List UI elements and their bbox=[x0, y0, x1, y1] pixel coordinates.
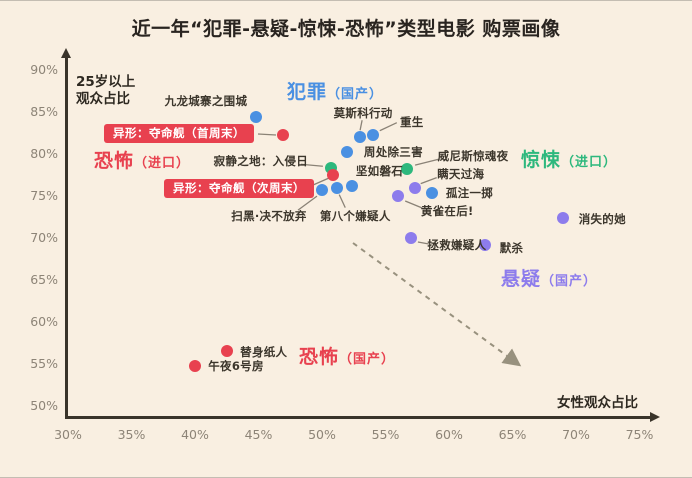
point-label: 孤注一掷 bbox=[445, 185, 494, 200]
x-axis-tick-label: 70% bbox=[562, 427, 590, 442]
point-label: 周处除三害 bbox=[363, 145, 423, 160]
scatter-dot bbox=[276, 128, 289, 141]
chart-title: 近一年“犯罪-悬疑-惊悚-恐怖”类型电影 购票画像 bbox=[131, 18, 561, 40]
scatter-dot bbox=[346, 179, 359, 192]
y-axis-title-line1: 25岁以上 bbox=[76, 74, 136, 90]
x-axis-tick-label: 75% bbox=[625, 427, 654, 442]
genre-label-horror-imported: 恐怖（进口） bbox=[94, 146, 190, 173]
point-label: 消失的她 bbox=[578, 211, 626, 226]
y-axis-tick-label: 85% bbox=[30, 104, 58, 119]
scatter-dot bbox=[426, 186, 439, 199]
scatter-dot bbox=[366, 128, 379, 141]
genre-label-thriller-imported: 惊悚（进口） bbox=[521, 145, 617, 172]
x-axis-tick-label: 65% bbox=[498, 427, 527, 442]
point-label: 坚如磐石 bbox=[355, 163, 404, 178]
x-axis-tick-label: 45% bbox=[244, 427, 273, 442]
genre-name: 悬疑 bbox=[501, 268, 542, 290]
point-label: 第八个嫌疑人 bbox=[319, 208, 391, 223]
x-axis-tick-label: 40% bbox=[181, 427, 209, 442]
x-axis-title: 女性观众占比 bbox=[557, 395, 638, 411]
genre-label-suspense-domestic: 悬疑（国产） bbox=[501, 264, 597, 291]
genre-origin: （国产） bbox=[541, 274, 598, 289]
scatter-dot bbox=[401, 163, 414, 176]
y-axis-tick-label: 75% bbox=[30, 188, 58, 203]
scatter-dot bbox=[316, 184, 328, 197]
y-axis-title: 25岁以上 观众占比 bbox=[76, 74, 135, 108]
leader-line bbox=[300, 163, 323, 167]
x-axis-tick-label: 50% bbox=[308, 427, 336, 442]
point-label: 莫斯科行动 bbox=[333, 106, 393, 121]
leader-line bbox=[420, 176, 437, 185]
genre-name: 犯罪 bbox=[287, 81, 328, 103]
point-label: 瞒天过海 bbox=[437, 166, 485, 181]
y-axis-tick-label: 55% bbox=[30, 356, 58, 371]
genre-origin: （进口） bbox=[561, 155, 618, 170]
y-axis-tick-label: 70% bbox=[30, 230, 58, 245]
leader-line bbox=[404, 200, 423, 209]
leader-line bbox=[414, 158, 440, 166]
annotation-badge: 异形：夺命舰（次周末） bbox=[164, 179, 314, 198]
point-label: 扫黑·决不放弃 bbox=[231, 209, 307, 224]
genre-label-crime-domestic: 犯罪（国产） bbox=[287, 77, 383, 104]
badge-leader-line bbox=[257, 133, 277, 136]
dashed-trend-arrow bbox=[352, 242, 522, 367]
scatter-dot bbox=[331, 181, 344, 194]
point-label: 重生 bbox=[399, 114, 424, 129]
genre-name: 惊悚 bbox=[521, 149, 562, 171]
point-label: 替身纸人 bbox=[240, 345, 288, 360]
y-axis-tick-label: 60% bbox=[30, 314, 58, 329]
point-label: 九龙城寨之围城 bbox=[164, 94, 248, 109]
x-axis-line bbox=[65, 416, 651, 419]
genre-name: 恐怖 bbox=[299, 346, 340, 368]
y-axis-tick-label: 65% bbox=[30, 272, 58, 287]
y-axis-line bbox=[65, 57, 68, 418]
leader-line bbox=[379, 122, 398, 132]
scatter-dot bbox=[341, 146, 354, 159]
point-label: 威尼斯惊魂夜 bbox=[437, 149, 509, 164]
point-label: 默杀 bbox=[499, 240, 524, 255]
point-label: 黄雀在后! bbox=[420, 204, 474, 218]
leader-line bbox=[417, 241, 430, 245]
x-axis-arrow-icon bbox=[650, 412, 660, 422]
scatter-dot bbox=[557, 211, 570, 224]
genre-name: 恐怖 bbox=[94, 150, 135, 172]
scatter-dot bbox=[354, 131, 367, 144]
genre-origin: （国产） bbox=[339, 352, 396, 367]
y-axis-tick-label: 50% bbox=[30, 398, 58, 413]
annotation-badge: 异形：夺命舰（首周末） bbox=[104, 124, 254, 143]
y-axis-title-line2: 观众占比 bbox=[76, 91, 130, 107]
point-label: 午夜6号房 bbox=[208, 358, 264, 373]
leader-line bbox=[338, 194, 346, 208]
y-axis-tick-label: 80% bbox=[30, 146, 58, 161]
scatter-dot bbox=[327, 169, 340, 181]
leader-line bbox=[297, 195, 318, 211]
point-label: 寂静之地：入侵日 bbox=[213, 154, 309, 169]
genre-label-horror-domestic: 恐怖（国产） bbox=[299, 342, 395, 369]
scatter-dot bbox=[408, 181, 421, 194]
genre-origin: （进口） bbox=[134, 156, 191, 171]
scatter-dot bbox=[189, 359, 201, 372]
y-axis-arrow-icon bbox=[61, 48, 71, 58]
scatter-dot bbox=[404, 232, 417, 244]
scatter-dot bbox=[478, 238, 491, 251]
leader-line bbox=[359, 120, 363, 131]
point-label: 拯救嫌疑人 bbox=[427, 238, 487, 252]
y-axis-tick-label: 90% bbox=[30, 62, 58, 77]
x-axis-tick-label: 30% bbox=[54, 427, 82, 442]
x-axis-tick-label: 60% bbox=[435, 427, 463, 442]
top-border-line bbox=[0, 0, 692, 1]
scatter-dot bbox=[392, 190, 405, 202]
scatter-dot bbox=[249, 111, 262, 124]
genre-origin: （国产） bbox=[327, 87, 384, 102]
x-axis-tick-label: 55% bbox=[371, 427, 400, 442]
x-axis-tick-label: 35% bbox=[117, 427, 146, 442]
scatter-dot bbox=[220, 345, 233, 358]
